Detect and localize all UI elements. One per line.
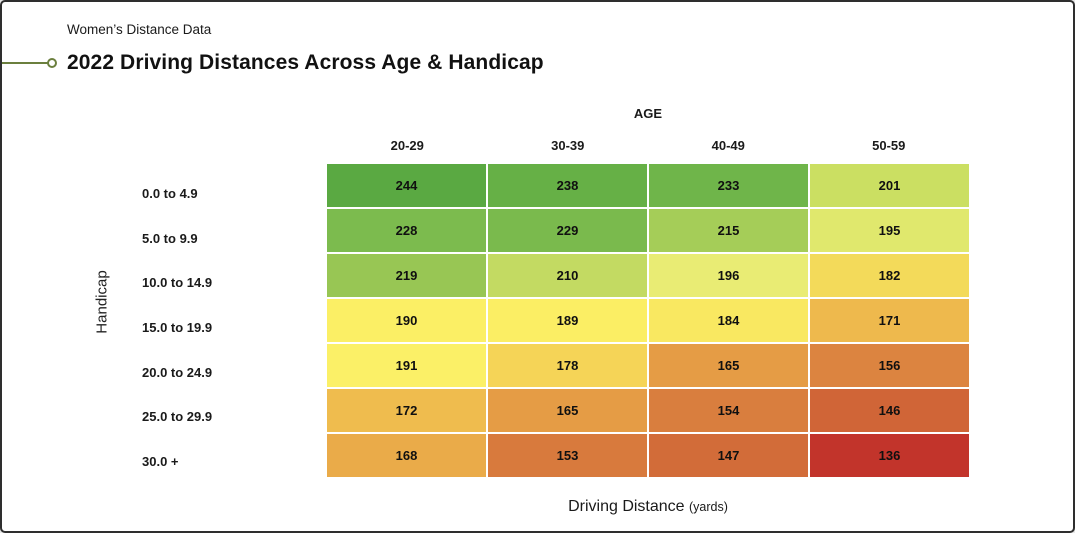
- chart-title: 2022 Driving Distances Across Age & Hand…: [67, 51, 544, 74]
- heatmap-cell: 153: [488, 434, 647, 477]
- row-label: 15.0 to 19.9: [142, 319, 213, 335]
- heatmap-cell: 184: [649, 299, 808, 342]
- heatmap-cell: 172: [327, 389, 486, 432]
- column-header: 30-39: [551, 138, 585, 153]
- row-label: 5.0 to 9.9: [142, 230, 198, 246]
- heatmap-cell: 201: [810, 164, 969, 207]
- heatmap-cell: 195: [810, 209, 969, 252]
- column-header: 20-29: [390, 138, 424, 153]
- heatmap-cell: 210: [488, 254, 647, 297]
- heatmap-cell: 165: [488, 389, 647, 432]
- y-axis-title: Handicap: [93, 270, 111, 334]
- heatmap-cell: 182: [810, 254, 969, 297]
- heatmap-cell: 191: [327, 344, 486, 387]
- heatmap-cell: 136: [810, 434, 969, 477]
- column-header: 40-49: [711, 138, 745, 153]
- x-axis-title: AGE: [633, 106, 663, 121]
- heatmap-cell: 168: [327, 434, 486, 477]
- row-label: 10.0 to 14.9: [142, 275, 213, 291]
- heatmap-cell: 215: [649, 209, 808, 252]
- value-axis-footer: Driving Distance (yards): [327, 498, 969, 516]
- chart-subtitle: Women’s Distance Data: [67, 22, 212, 37]
- row-label: 30.0 +: [142, 454, 179, 470]
- heatmap-cell: 156: [810, 344, 969, 387]
- row-label: 20.0 to 24.9: [142, 364, 213, 380]
- heatmap-cell: 229: [488, 209, 647, 252]
- column-header: 50-59: [872, 138, 906, 153]
- heatmap-cell: 178: [488, 344, 647, 387]
- row-label: 25.0 to 29.9: [142, 409, 213, 425]
- heatmap-cell: 189: [488, 299, 647, 342]
- value-axis-label: Driving Distance: [568, 498, 685, 515]
- heatmap-cell: 244: [327, 164, 486, 207]
- heatmap-cell: 196: [649, 254, 808, 297]
- heatmap-cell: 154: [649, 389, 808, 432]
- heatmap-grid: 244 238 233 201 228 229 215 195 219 210 196 182 190 1…: [327, 164, 969, 477]
- title-leader-circle-icon: [47, 58, 57, 68]
- heatmap-cell: 171: [810, 299, 969, 342]
- heatmap-cell: 146: [810, 389, 969, 432]
- heatmap-cell: 233: [649, 164, 808, 207]
- row-label: 0.0 to 4.9: [142, 185, 198, 201]
- title-leader-line: [2, 62, 49, 64]
- heatmap-cell: 190: [327, 299, 486, 342]
- row-labels: 0.0 to 4.9 5.0 to 9.9 10.0 to 14.9 15.0 to …: [142, 164, 317, 477]
- heatmap-cell: 165: [649, 344, 808, 387]
- column-headers: 20-29 30-39 40-49 50-59: [327, 138, 969, 153]
- value-axis-units: (yards): [689, 500, 728, 514]
- heatmap-cell: 147: [649, 434, 808, 477]
- heatmap-cell: 219: [327, 254, 486, 297]
- heatmap-cell: 228: [327, 209, 486, 252]
- heatmap-cell: 238: [488, 164, 647, 207]
